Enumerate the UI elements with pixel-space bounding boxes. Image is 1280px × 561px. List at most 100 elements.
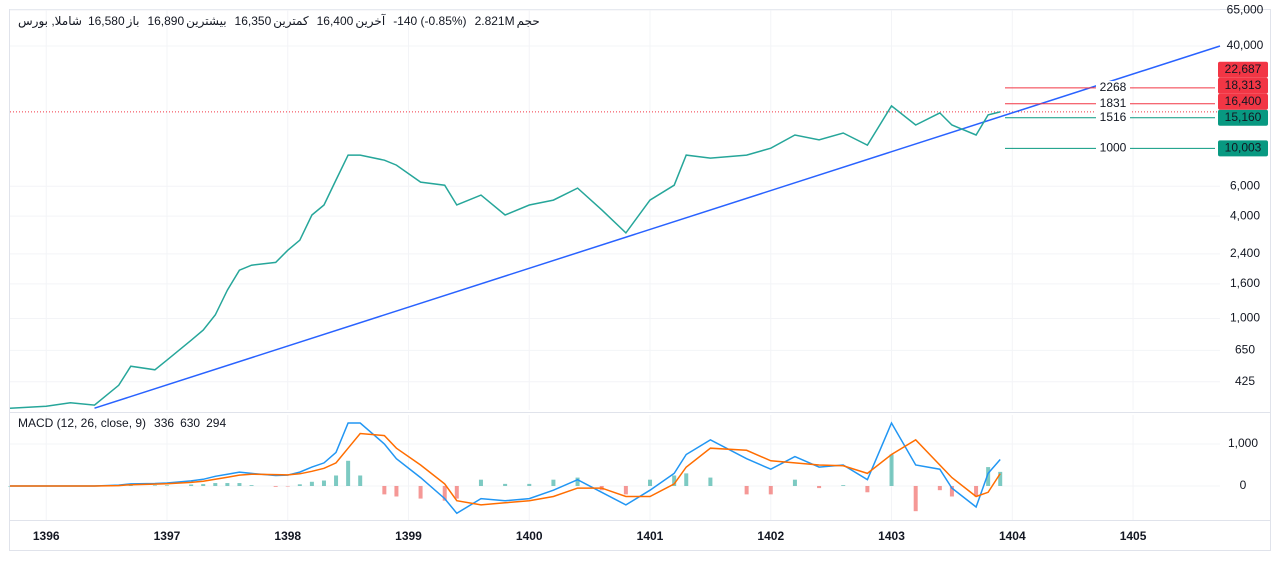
header-text: کمترین: [273, 14, 309, 29]
x-tick-label: 1405: [1120, 529, 1147, 543]
level-name: 1516: [1100, 110, 1127, 124]
y-tick-label: 65,000: [1227, 2, 1264, 16]
level-name-bg: [1096, 96, 1130, 111]
histogram-bar: [527, 483, 532, 486]
histogram-bar: [503, 483, 508, 486]
histogram-bar: [189, 484, 194, 486]
histogram-bar: [394, 485, 399, 497]
macd-legend-value: 294: [206, 416, 226, 430]
y-tick-label: 1,000: [1230, 311, 1260, 325]
histogram-bar: [309, 481, 314, 486]
histogram-bar: [382, 485, 387, 495]
price-box-label: 16,400: [1225, 94, 1262, 108]
level-name: 2268: [1100, 80, 1127, 94]
histogram-bar: [986, 467, 991, 486]
x-tick-label: 1403: [878, 529, 905, 543]
header-text: آخرین: [355, 13, 386, 29]
y-tick-label: 425: [1235, 374, 1255, 388]
header-text: حجم: [517, 14, 540, 28]
grid: [10, 9, 1220, 520]
x-tick-label: 1401: [637, 529, 664, 543]
header-text: 16,400: [317, 14, 354, 28]
frame: [9, 9, 1271, 551]
histogram-bar: [949, 485, 954, 497]
histogram-bar: [213, 483, 218, 486]
histogram-bar: [768, 485, 773, 495]
price-box-label: 18,313: [1225, 78, 1262, 92]
histogram-bar: [974, 485, 979, 497]
histogram-bar: [889, 454, 894, 486]
header-text: باز: [126, 14, 140, 29]
header-text: 16,350: [235, 14, 272, 28]
price-line: [9, 104, 1001, 409]
histogram-bar: [164, 485, 169, 486]
price-box-label: 22,687: [1225, 62, 1262, 76]
histogram-bar: [478, 479, 483, 486]
histogram-bar: [418, 485, 423, 499]
histogram-bar: [998, 471, 1003, 486]
histogram-bar: [672, 475, 677, 486]
histogram-bar: [744, 485, 749, 495]
header-text: -140 (-0.85%): [393, 14, 466, 28]
header-text: 16,580: [88, 14, 125, 28]
histogram-bar: [865, 485, 870, 493]
macd-title: MACD (12, 26, close, 9): [18, 416, 146, 430]
macd-line: [10, 432, 1001, 506]
histogram-bar: [684, 473, 689, 486]
level-name: 1831: [1100, 96, 1127, 110]
histogram-bar: [817, 485, 822, 489]
header-text: شاملا, بورس: [18, 14, 82, 29]
x-tick-label: 1402: [757, 529, 784, 543]
histogram-bar: [225, 483, 230, 486]
y-tick-label: 1,600: [1230, 276, 1260, 290]
trendline: [94, 45, 1221, 409]
level-name: 1000: [1100, 141, 1127, 155]
y-tick-label: 40,000: [1227, 38, 1264, 52]
price-box: [1218, 61, 1268, 78]
histogram-bar: [792, 479, 797, 486]
y-tick-label: 6,000: [1230, 178, 1260, 192]
histogram-bar: [237, 483, 242, 486]
histogram-bar: [201, 484, 206, 486]
x-tick-label: 1404: [999, 529, 1026, 543]
histogram-bar: [551, 479, 556, 486]
level-name-bg: [1096, 80, 1130, 95]
histogram-bar: [708, 477, 713, 486]
plot: [8, 45, 1221, 515]
x-tick-label: 1398: [274, 529, 301, 543]
histogram-bar: [442, 485, 447, 501]
histogram-bar: [152, 485, 157, 486]
histogram-bar: [334, 475, 339, 486]
price-box: [1218, 77, 1268, 94]
histogram-bar: [273, 485, 278, 487]
histogram-bar: [321, 480, 326, 486]
histogram-bar: [249, 485, 254, 486]
header-text: 2.821M: [475, 14, 515, 28]
histogram-bar: [913, 485, 918, 512]
histogram-bar: [128, 485, 133, 486]
histogram-bar: [937, 485, 942, 491]
macd-tick-label: 0: [1240, 478, 1247, 492]
histogram-bar: [285, 485, 290, 487]
y-tick-label: 2,400: [1230, 246, 1260, 260]
macd-tick-label: 1,000: [1228, 436, 1258, 450]
x-tick-label: 1396: [33, 529, 60, 543]
histogram-bar: [575, 477, 580, 486]
macd-legend-value: 630: [180, 416, 200, 430]
histogram-bar: [623, 485, 628, 495]
price-box: [1218, 140, 1268, 157]
x-tick-label: 1397: [154, 529, 181, 543]
y-tick-label: 650: [1235, 343, 1255, 357]
histogram-bar: [297, 484, 302, 486]
histogram-bar: [346, 460, 351, 486]
x-tick-label: 1399: [395, 529, 422, 543]
histogram-bar: [841, 485, 846, 486]
histogram-bar: [454, 485, 459, 499]
price-box-label: 10,003: [1225, 141, 1262, 155]
labels: شاملا, بورس 16,580 باز 16,890 بیشترین 16,350 ک…: [18, 2, 1268, 543]
histogram-bar: [648, 479, 653, 486]
x-tick-label: 1400: [516, 529, 543, 543]
